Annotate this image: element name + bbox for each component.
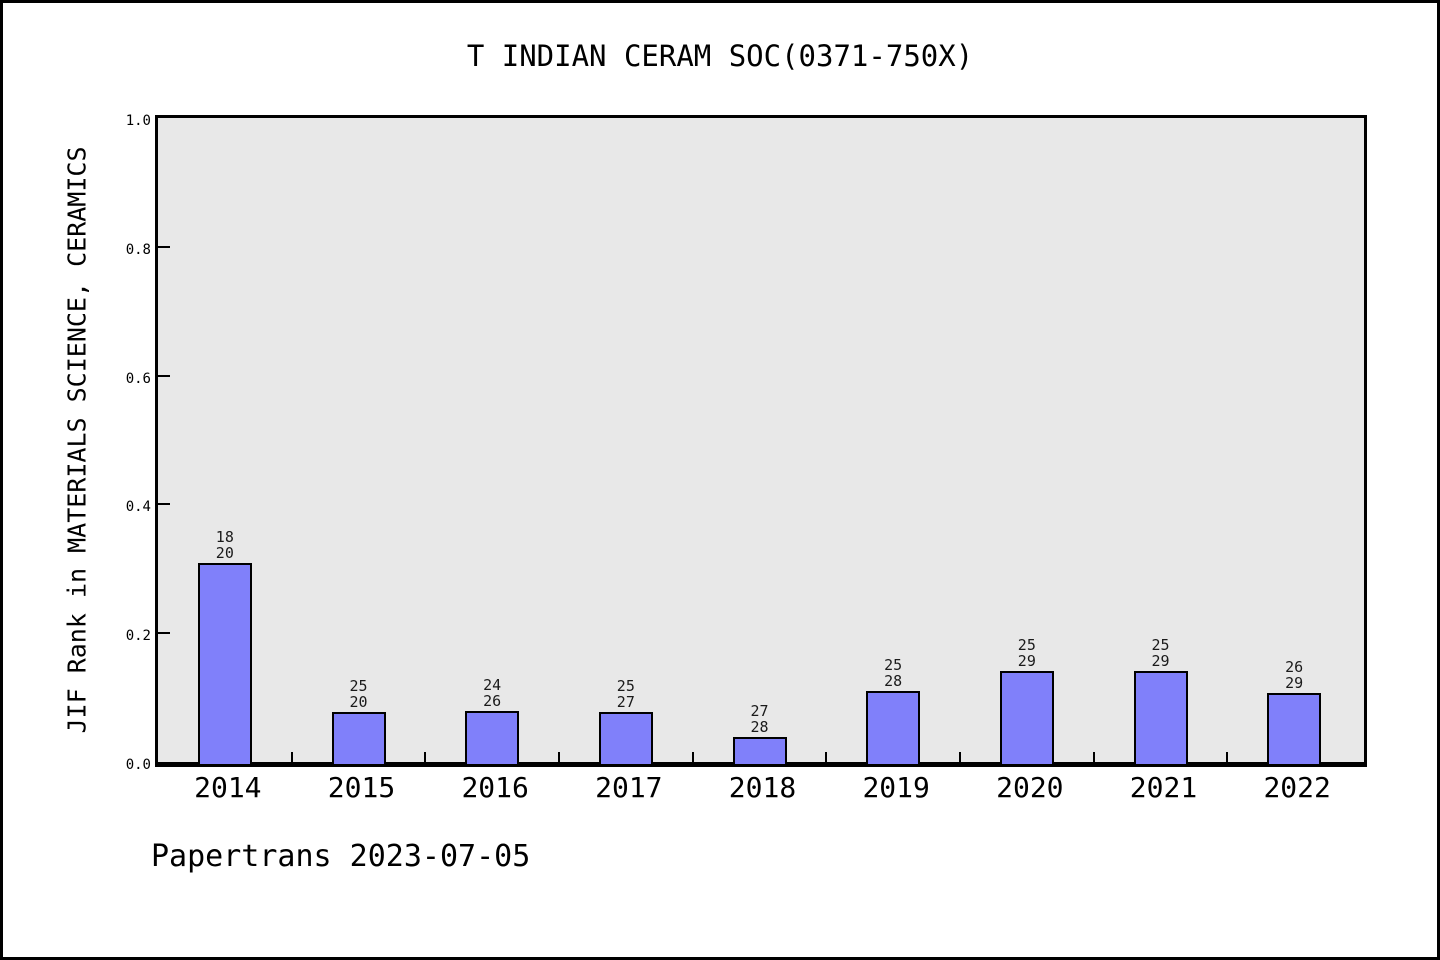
y-tick-label: 0.6 [125, 370, 151, 387]
y-tick-label: 0.4 [125, 499, 151, 516]
bar-value-label-2014: 18 20 [215, 528, 234, 562]
bar-2016 [465, 711, 520, 764]
bar-2019 [866, 691, 921, 764]
bar-2015 [331, 712, 386, 764]
x-tick-mark [424, 752, 427, 762]
y-axis-label: JIF Rank in MATERIALS SCIENCE, CERAMICS [62, 146, 92, 734]
y-tick-label: 0.8 [125, 241, 151, 258]
bar-value-label-2022: 26 29 [1285, 658, 1304, 692]
y-tick-mark [158, 374, 170, 377]
bar-value-label-2016: 24 26 [483, 676, 502, 710]
bar-2020 [999, 671, 1054, 764]
bar-2014 [197, 563, 252, 764]
x-tick-mark [1092, 752, 1095, 762]
watermark-text: Papertrans 2023-07-05 [151, 839, 531, 874]
plot-inner: 18 20 25 20 24 26 25 27 27 28 25 28 25 29 25 29… [158, 118, 1361, 764]
chart-title: T INDIAN CERAM SOC(0371-750X) [466, 39, 974, 73]
bar-value-label-2021: 25 29 [1151, 636, 1170, 670]
y-tick-mark [158, 245, 170, 248]
x-axis-label-2014: 2014 [194, 771, 262, 804]
bar-2018 [732, 737, 787, 764]
x-tick-mark [1226, 752, 1229, 762]
y-tick-mark [158, 632, 170, 635]
x-axis-label-2019: 2019 [862, 771, 930, 804]
y-tick-label: 0.0 [125, 757, 151, 773]
bar-value-label-2019: 25 28 [884, 656, 903, 690]
bar-value-label-2015: 25 20 [349, 677, 368, 711]
bar-value-label-2018: 27 28 [750, 702, 769, 736]
x-tick-mark [691, 752, 694, 762]
x-axis-label-2021: 2021 [1129, 771, 1198, 804]
bar-value-label-2017: 25 27 [616, 677, 635, 711]
plot-area: 18 20 25 20 24 26 25 27 27 28 25 28 25 29 25 29… [155, 115, 1367, 767]
x-axis-label-2016: 2016 [461, 771, 529, 804]
bar-2017 [598, 712, 653, 764]
x-axis-label-2022: 2022 [1263, 771, 1331, 804]
y-tick-mark [158, 503, 170, 506]
y-tick-label: 0.2 [125, 628, 151, 645]
x-tick-mark [825, 752, 828, 762]
x-axis-label-2015: 2015 [327, 771, 396, 804]
x-tick-mark [290, 752, 293, 762]
x-axis-label-2017: 2017 [595, 771, 663, 804]
bar-2022 [1267, 693, 1322, 764]
x-axis-label-2018: 2018 [728, 771, 797, 804]
x-axis-label-2020: 2020 [996, 771, 1064, 804]
x-tick-mark [558, 752, 560, 762]
y-tick-label: 1.0 [125, 113, 151, 129]
bar-2021 [1133, 671, 1188, 764]
bar-value-label-2020: 25 29 [1017, 636, 1036, 670]
x-tick-mark [959, 752, 961, 762]
